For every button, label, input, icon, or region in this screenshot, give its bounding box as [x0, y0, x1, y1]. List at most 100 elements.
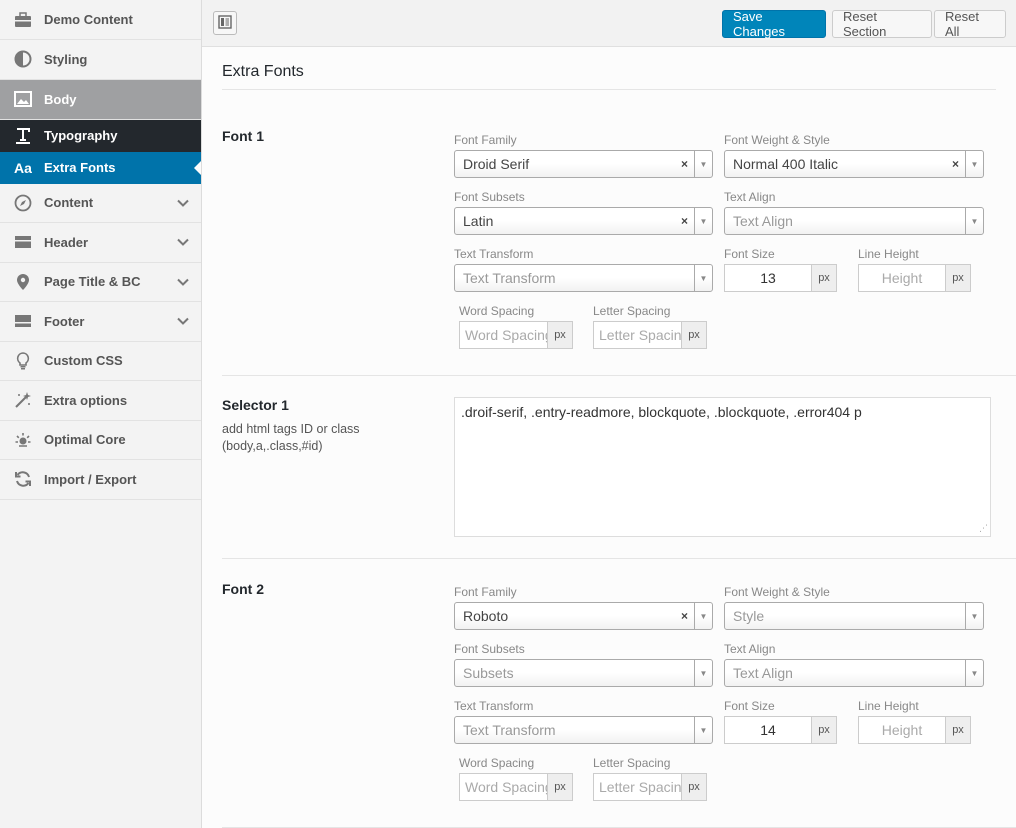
font-size-input[interactable]: 13 [724, 264, 812, 292]
toolbar: Save Changes Reset Section Reset All [202, 0, 1016, 47]
text-align-label: Text Align [724, 190, 776, 204]
font2-word-spacing-field[interactable]: Word Spacing px [459, 773, 573, 801]
sidebar-item-label: Optimal Core [44, 432, 126, 448]
line-height-input[interactable]: Height [858, 264, 946, 292]
expand-options-button[interactable] [213, 11, 237, 35]
dropdown-arrow-icon[interactable]: ▼ [694, 265, 712, 291]
dropdown-arrow-icon[interactable]: ▼ [965, 151, 983, 177]
font1-letter-spacing-field[interactable]: Letter Spacing px [593, 321, 707, 349]
resize-handle-icon[interactable]: ⋰ [979, 523, 988, 533]
sidebar-item-label: Header [44, 234, 89, 250]
header-icon [13, 232, 33, 252]
contrast-icon [13, 49, 33, 69]
chevron-down-icon[interactable] [177, 195, 189, 210]
layout-icon [218, 14, 232, 32]
compass-icon [13, 193, 33, 213]
word-spacing-input[interactable]: Word Spacing [459, 773, 548, 801]
text-transform-label: Text Transform [454, 699, 534, 713]
line-height-input[interactable]: Height [858, 716, 946, 744]
refresh-icon [13, 469, 33, 489]
unit-label: px [946, 264, 971, 292]
font1-font-size-field[interactable]: 13 px [724, 264, 837, 292]
dropdown-arrow-icon[interactable]: ▼ [694, 208, 712, 234]
letter-spacing-input[interactable]: Letter Spacing [593, 773, 682, 801]
sidebar-item-optimal-core[interactable]: Optimal Core [0, 421, 201, 460]
divider [222, 375, 1016, 376]
sidebar-item-extra-options[interactable]: Extra options [0, 381, 201, 421]
font2-font-size-field[interactable]: 14 px [724, 716, 837, 744]
sidebar-item-typography[interactable]: Typography [0, 119, 201, 152]
lightbulb-icon [13, 351, 33, 371]
font-weight-style-label: Font Weight & Style [724, 133, 830, 147]
footer-icon [13, 311, 33, 331]
sidebar-item-styling[interactable]: Styling [0, 40, 201, 80]
image-icon [13, 89, 33, 109]
dropdown-arrow-icon[interactable]: ▼ [694, 603, 712, 629]
dropdown-arrow-icon[interactable]: ▼ [965, 660, 983, 686]
dropdown-arrow-icon[interactable]: ▼ [965, 603, 983, 629]
font2-subsets-select[interactable]: Subsets ▼ [454, 659, 713, 687]
font-size-input[interactable]: 14 [724, 716, 812, 744]
sidebar-item-custom-css[interactable]: Custom CSS [0, 342, 201, 381]
word-spacing-label: Word Spacing [459, 304, 535, 318]
sidebar-item-footer[interactable]: Footer [0, 302, 201, 342]
selector1-textarea[interactable]: .droif-serif, .entry-readmore, blockquot… [454, 397, 991, 537]
font1-line-height-field[interactable]: Height px [858, 264, 971, 292]
save-changes-button[interactable]: Save Changes [722, 9, 826, 39]
font1-family-select[interactable]: Droid Serif × ▼ [454, 150, 713, 178]
font2-letter-spacing-field[interactable]: Letter Spacing px [593, 773, 707, 801]
reset-all-button[interactable]: Reset All [934, 9, 1006, 39]
word-spacing-input[interactable]: Word Spacing [459, 321, 548, 349]
font1-word-spacing-field[interactable]: Word Spacing px [459, 321, 573, 349]
font-icon: Aa [14, 159, 32, 176]
sidebar-item-label: Import / Export [44, 471, 137, 487]
letter-spacing-input[interactable]: Letter Spacing [593, 321, 682, 349]
line-height-label: Line Height [858, 247, 919, 261]
chevron-down-icon[interactable] [177, 314, 189, 329]
dropdown-arrow-icon[interactable]: ▼ [694, 151, 712, 177]
sidebar-item-header[interactable]: Header [0, 223, 201, 263]
font1-weight-style-select[interactable]: Normal 400 Italic × ▼ [724, 150, 984, 178]
chevron-down-icon[interactable] [177, 274, 189, 289]
text-transform-label: Text Transform [454, 247, 534, 261]
unit-label: px [682, 773, 707, 801]
sidebar-item-label: Styling [44, 51, 88, 67]
dropdown-arrow-icon[interactable]: ▼ [965, 208, 983, 234]
letter-spacing-label: Letter Spacing [593, 756, 671, 770]
sidebar-item-page-title[interactable]: Page Title & BC [0, 263, 201, 302]
briefcase-icon [13, 10, 33, 30]
sidebar-item-body[interactable]: Body [0, 79, 201, 120]
clear-icon[interactable]: × [680, 214, 688, 228]
font-family-label: Font Family [454, 133, 517, 147]
text-align-label: Text Align [724, 642, 776, 656]
clear-icon[interactable]: × [951, 157, 959, 171]
font1-title: Font 1 [222, 128, 264, 144]
font2-text-transform-select[interactable]: Text Transform ▼ [454, 716, 713, 744]
sidebar-item-import-export[interactable]: Import / Export [0, 460, 201, 500]
unit-label: px [946, 716, 971, 744]
font1-text-transform-select[interactable]: Text Transform ▼ [454, 264, 713, 292]
font-subsets-label: Font Subsets [454, 642, 525, 656]
textarea-value: .droif-serif, .entry-readmore, blockquot… [461, 404, 862, 420]
select-placeholder: Style [733, 608, 765, 624]
dropdown-arrow-icon[interactable]: ▼ [694, 717, 712, 743]
select-value: Normal 400 Italic [733, 156, 839, 172]
sidebar-item-extra-fonts[interactable]: Aa Extra Fonts [0, 151, 201, 184]
dropdown-arrow-icon[interactable]: ▼ [694, 660, 712, 686]
font2-family-select[interactable]: Roboto × ▼ [454, 602, 713, 630]
sidebar-item-label: Content [44, 195, 94, 211]
font1-subsets-select[interactable]: Latin × ▼ [454, 207, 713, 235]
font2-line-height-field[interactable]: Height px [858, 716, 971, 744]
sidebar-item-content[interactable]: Content [0, 184, 201, 223]
font2-weight-style-select[interactable]: Style ▼ [724, 602, 984, 630]
font-subsets-label: Font Subsets [454, 190, 525, 204]
clear-icon[interactable]: × [680, 157, 688, 171]
sidebar-item-label: Body [44, 91, 77, 107]
font1-text-align-select[interactable]: Text Align ▼ [724, 207, 984, 235]
sidebar-item-label: Extra Fonts [44, 160, 116, 175]
sidebar-item-demo-content[interactable]: Demo Content [0, 0, 201, 40]
chevron-down-icon[interactable] [177, 235, 189, 250]
font2-text-align-select[interactable]: Text Align ▼ [724, 659, 984, 687]
clear-icon[interactable]: × [680, 609, 688, 623]
reset-section-button[interactable]: Reset Section [832, 9, 932, 39]
